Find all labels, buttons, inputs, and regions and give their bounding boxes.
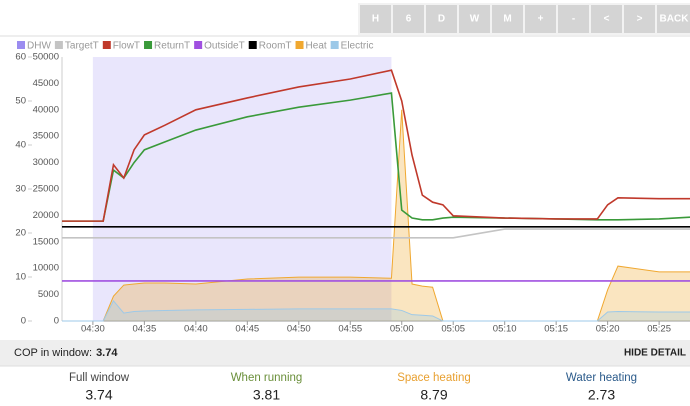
toolbar-button[interactable] bbox=[459, 5, 490, 33]
stat-label: Space heating bbox=[397, 372, 471, 384]
legend-swatch bbox=[248, 41, 257, 49]
legend-label: Heat bbox=[306, 41, 327, 52]
legend-label: Electric bbox=[341, 41, 374, 52]
x-tick-label: 04:35 bbox=[132, 324, 156, 335]
toolbar-button-label[interactable]: H bbox=[372, 14, 379, 25]
legend-label: TargetT bbox=[65, 41, 99, 52]
legend-swatch bbox=[144, 41, 153, 49]
x-tick-label: 04:40 bbox=[184, 324, 208, 335]
legend-swatch bbox=[194, 41, 203, 49]
y-tick-label: 0 bbox=[21, 316, 26, 327]
y2-tick-label: 30000 bbox=[33, 157, 59, 168]
y2-tick-label: 40000 bbox=[33, 104, 59, 115]
y2-tick-label: 50000 bbox=[33, 52, 59, 63]
legend-swatch bbox=[330, 41, 339, 49]
toolbar-button[interactable] bbox=[558, 5, 589, 33]
toolbar-button[interactable] bbox=[492, 5, 523, 33]
x-tick-label: 05:00 bbox=[390, 324, 414, 335]
legend-swatch bbox=[54, 41, 63, 49]
stat-label: Water heating bbox=[566, 372, 637, 384]
area-fill bbox=[62, 109, 690, 321]
toolbar-button[interactable] bbox=[657, 5, 690, 33]
series-line bbox=[62, 228, 690, 239]
stat-value: 8.79 bbox=[420, 387, 447, 403]
toolbar-button-label[interactable]: > bbox=[637, 14, 643, 25]
toolbar-button-label[interactable]: D bbox=[438, 14, 445, 25]
series-line bbox=[62, 69, 690, 222]
series-line bbox=[62, 300, 690, 322]
cop-value: 3.74 bbox=[96, 347, 118, 359]
toolbar-button[interactable] bbox=[591, 5, 622, 33]
y2-tick-label: 10000 bbox=[33, 263, 59, 274]
y2-tick-label: 15000 bbox=[33, 236, 59, 247]
y-tick-label: 10 bbox=[15, 272, 26, 283]
legend-swatch bbox=[102, 41, 111, 49]
toolbar-button-label[interactable]: 6 bbox=[406, 14, 412, 25]
cop-bar bbox=[0, 340, 690, 366]
y2-tick-label: 25000 bbox=[33, 184, 59, 195]
toolbar-button[interactable] bbox=[393, 5, 424, 33]
x-tick-label: 05:05 bbox=[441, 324, 465, 335]
legend-label: RoomT bbox=[259, 41, 292, 52]
y-tick-label: 60 bbox=[15, 52, 26, 63]
x-tick-label: 05:25 bbox=[647, 324, 671, 335]
stat-label: Full window bbox=[69, 372, 130, 384]
hide-detail-button[interactable]: HIDE DETAIL bbox=[624, 348, 686, 359]
y-tick-label: 50 bbox=[15, 96, 26, 107]
legend-label: OutsideT bbox=[204, 41, 245, 52]
x-tick-label: 05:15 bbox=[544, 324, 568, 335]
stat-value: 3.81 bbox=[253, 387, 280, 403]
legend-swatch bbox=[295, 41, 304, 49]
toolbar-button-label[interactable]: < bbox=[604, 14, 610, 25]
y-tick-label: 20 bbox=[15, 228, 26, 239]
y2-tick-label: 20000 bbox=[33, 210, 59, 221]
x-tick-label: 04:50 bbox=[287, 324, 311, 335]
toolbar-button[interactable] bbox=[426, 5, 457, 33]
y2-tick-label: 0 bbox=[54, 316, 59, 327]
x-tick-label: 04:55 bbox=[338, 324, 362, 335]
y2-tick-label: 35000 bbox=[33, 131, 59, 142]
y2-tick-label: 45000 bbox=[33, 78, 59, 89]
legend-label: ReturnT bbox=[154, 41, 190, 52]
toolbar-button[interactable] bbox=[624, 5, 655, 33]
y-tick-label: 40 bbox=[15, 140, 26, 151]
y-tick-label: 30 bbox=[15, 184, 26, 195]
stat-label: When running bbox=[231, 372, 303, 384]
legend-label: FlowT bbox=[113, 41, 140, 52]
legend-swatch bbox=[17, 41, 25, 49]
stat-value: 3.74 bbox=[85, 387, 112, 403]
x-tick-label: 04:45 bbox=[235, 324, 259, 335]
x-tick-label: 05:20 bbox=[596, 324, 620, 335]
toolbar-button[interactable] bbox=[360, 5, 391, 33]
toolbar-button[interactable] bbox=[525, 5, 556, 33]
x-tick-label: 04:30 bbox=[81, 324, 105, 335]
y2-tick-label: 5000 bbox=[38, 289, 59, 300]
area-fill bbox=[62, 300, 690, 321]
legend-label: DHW bbox=[27, 41, 51, 52]
stat-value: 2.73 bbox=[588, 387, 615, 403]
toolbar-button-label[interactable]: W bbox=[470, 14, 480, 25]
x-tick-label: 05:10 bbox=[493, 324, 517, 335]
series-line bbox=[62, 92, 690, 222]
toolbar-button-label[interactable]: + bbox=[538, 14, 544, 25]
toolbar-button-label[interactable]: M bbox=[503, 14, 511, 25]
cop-label: COP in window: bbox=[14, 347, 92, 359]
toolbar-button-label[interactable]: BACK bbox=[660, 14, 690, 25]
toolbar-button-label[interactable]: - bbox=[572, 14, 575, 25]
